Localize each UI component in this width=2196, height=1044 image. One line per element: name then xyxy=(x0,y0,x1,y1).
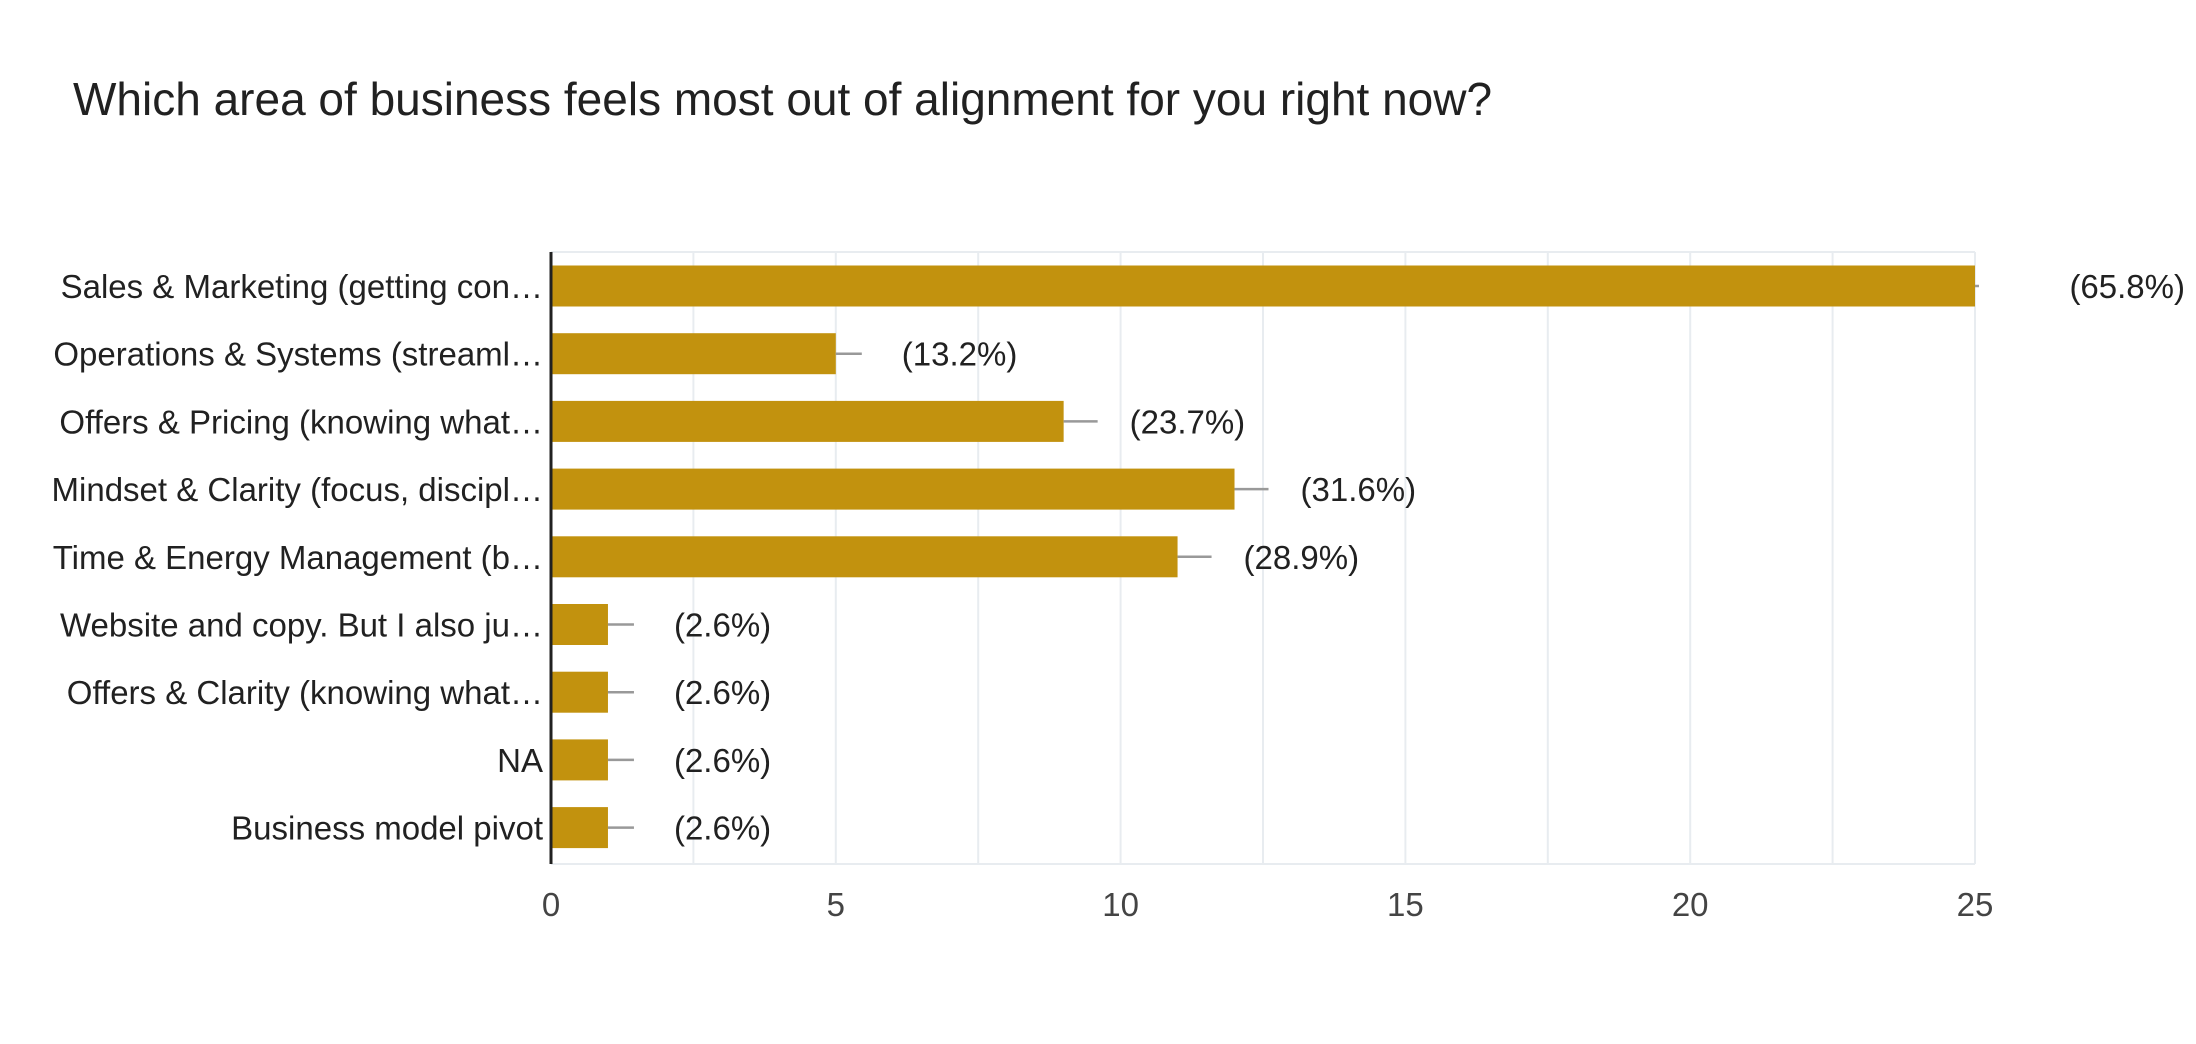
bars xyxy=(551,265,1975,849)
category-label: Website and copy. But I also ju… xyxy=(60,607,543,644)
x-tick-label: 25 xyxy=(1957,886,1994,923)
category-label: Sales & Marketing (getting con… xyxy=(61,268,543,305)
category-label: Time & Energy Management (b… xyxy=(53,539,543,576)
category-label: Offers & Pricing (knowing what… xyxy=(59,403,543,440)
bar xyxy=(551,333,836,375)
x-tick-label: 5 xyxy=(827,886,845,923)
bar xyxy=(551,671,608,713)
x-tick-label: 0 xyxy=(542,886,560,923)
data-label: (28.9%) xyxy=(1244,539,1360,576)
x-tick-label: 10 xyxy=(1102,886,1139,923)
category-label: Business model pivot xyxy=(231,810,543,847)
data-label: (31.6%) xyxy=(1301,471,1417,508)
x-axis-ticks: 0 5 10 15 20 25 xyxy=(542,886,1994,923)
data-label: (2.6%) xyxy=(674,810,771,847)
category-label: Mindset & Clarity (focus, discipl… xyxy=(52,471,543,508)
data-labels: (65.8%) (13.2%) (23.7%) (31.6%) (28.9%) (2.6%… xyxy=(674,268,2185,847)
data-label: (2.6%) xyxy=(674,607,771,644)
bar xyxy=(551,807,608,849)
data-label: (65.8%) xyxy=(2069,268,2185,305)
bar xyxy=(551,536,1178,578)
data-label: (2.6%) xyxy=(674,674,771,711)
bar xyxy=(551,739,608,781)
category-label: Offers & Clarity (knowing what… xyxy=(67,674,543,711)
category-label: NA xyxy=(497,742,543,779)
x-tick-label: 15 xyxy=(1387,886,1424,923)
data-label: (13.2%) xyxy=(902,336,1018,373)
chart-title: Which area of business feels most out of… xyxy=(73,73,1493,125)
bar xyxy=(551,265,1975,307)
category-labels: Sales & Marketing (getting con… Operation… xyxy=(52,268,543,847)
data-label: (2.6%) xyxy=(674,742,771,779)
data-label: (23.7%) xyxy=(1130,403,1246,440)
x-tick-label: 20 xyxy=(1672,886,1709,923)
bar xyxy=(551,400,1064,442)
bar xyxy=(551,468,1235,510)
category-label: Operations & Systems (streaml… xyxy=(53,336,543,373)
bar xyxy=(551,604,608,645)
label-connectors xyxy=(607,284,1979,829)
